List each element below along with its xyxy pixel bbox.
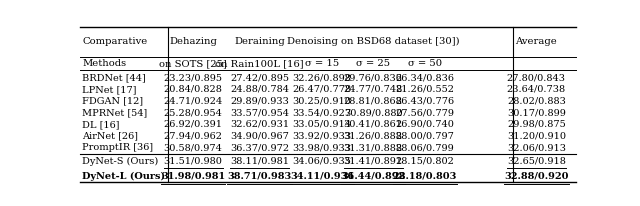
Text: 21.26/0.552: 21.26/0.552 [396, 85, 454, 94]
Text: 31.51/0.980: 31.51/0.980 [164, 157, 223, 166]
Text: on Rain100L [16]: on Rain100L [16] [215, 59, 304, 68]
Text: 31.44/0.892: 31.44/0.892 [341, 172, 405, 181]
Text: 34.06/0.935: 34.06/0.935 [292, 157, 351, 166]
Text: σ = 50: σ = 50 [408, 59, 442, 68]
Text: 34.90/0.967: 34.90/0.967 [230, 131, 289, 140]
Text: 31.31/0.888: 31.31/0.888 [344, 143, 403, 152]
Text: on SOTS [25]: on SOTS [25] [159, 59, 227, 68]
Text: 29.89/0.933: 29.89/0.933 [230, 97, 289, 106]
Text: 27.42/0.895: 27.42/0.895 [230, 73, 289, 82]
Text: 23.23/0.895: 23.23/0.895 [164, 73, 223, 82]
Text: 32.65/0.918: 32.65/0.918 [507, 157, 566, 166]
Text: 24.88/0.784: 24.88/0.784 [230, 85, 289, 94]
Text: 28.81/0.868: 28.81/0.868 [344, 97, 403, 106]
Text: Dehazing: Dehazing [169, 37, 217, 46]
Text: FDGAN [12]: FDGAN [12] [83, 97, 143, 106]
Text: σ = 25: σ = 25 [356, 59, 390, 68]
Text: 28.18/0.803: 28.18/0.803 [392, 172, 457, 181]
Text: 25.28/0.954: 25.28/0.954 [164, 108, 223, 117]
Text: 27.56/0.779: 27.56/0.779 [396, 108, 454, 117]
Text: PromptIR [36]: PromptIR [36] [83, 143, 154, 152]
Text: 30.25/0.910: 30.25/0.910 [292, 97, 351, 106]
Text: 31.98/0.981: 31.98/0.981 [161, 172, 225, 181]
Text: LPNet [17]: LPNet [17] [83, 85, 137, 94]
Text: 26.47/0.778: 26.47/0.778 [292, 85, 351, 94]
Text: 28.06/0.799: 28.06/0.799 [396, 143, 454, 152]
Text: 33.57/0.954: 33.57/0.954 [230, 108, 289, 117]
Text: 26.92/0.391: 26.92/0.391 [164, 120, 223, 129]
Text: 38.71/0.983: 38.71/0.983 [227, 172, 292, 181]
Text: 24.77/0.748: 24.77/0.748 [344, 85, 403, 94]
Text: 32.88/0.920: 32.88/0.920 [504, 172, 568, 181]
Text: 27.80/0.843: 27.80/0.843 [507, 73, 566, 82]
Text: 30.89/0.880: 30.89/0.880 [344, 108, 403, 117]
Text: 34.11/0.936: 34.11/0.936 [290, 172, 354, 181]
Text: 27.94/0.962: 27.94/0.962 [164, 131, 223, 140]
Text: 30.58/0.974: 30.58/0.974 [164, 143, 223, 152]
Text: 33.54/0.927: 33.54/0.927 [292, 108, 351, 117]
Text: 28.15/0.802: 28.15/0.802 [396, 157, 454, 166]
Text: 23.64/0.738: 23.64/0.738 [507, 85, 566, 94]
Text: 29.76/0.836: 29.76/0.836 [344, 73, 403, 82]
Text: Deraining: Deraining [234, 37, 285, 46]
Text: DyNet-L (Ours): DyNet-L (Ours) [83, 172, 166, 181]
Text: 31.20/0.910: 31.20/0.910 [507, 131, 566, 140]
Text: 32.06/0.913: 32.06/0.913 [507, 143, 566, 152]
Text: Comparative: Comparative [83, 37, 148, 46]
Text: 36.37/0.972: 36.37/0.972 [230, 143, 289, 152]
Text: 26.90/0.740: 26.90/0.740 [396, 120, 454, 129]
Text: 24.71/0.924: 24.71/0.924 [163, 97, 223, 106]
Text: 32.26/0.898: 32.26/0.898 [292, 73, 351, 82]
Text: 26.43/0.776: 26.43/0.776 [395, 97, 454, 106]
Text: 26.34/0.836: 26.34/0.836 [396, 73, 454, 82]
Text: 33.98/0.933: 33.98/0.933 [292, 143, 351, 152]
Text: DL [16]: DL [16] [83, 120, 120, 129]
Text: 30.17/0.899: 30.17/0.899 [507, 108, 566, 117]
Text: 20.84/0.828: 20.84/0.828 [164, 85, 223, 94]
Text: 32.62/0.931: 32.62/0.931 [230, 120, 289, 129]
Text: σ = 15: σ = 15 [305, 59, 339, 68]
Text: 33.05/0.914: 33.05/0.914 [292, 120, 351, 129]
Text: 28.00/0.797: 28.00/0.797 [396, 131, 454, 140]
Text: Average: Average [515, 37, 557, 46]
Text: Denoising on BSD68 dataset [30]): Denoising on BSD68 dataset [30]) [287, 37, 460, 46]
Text: 31.41/0.891: 31.41/0.891 [344, 157, 403, 166]
Text: 38.11/0.981: 38.11/0.981 [230, 157, 289, 166]
Text: 33.92/0.933: 33.92/0.933 [292, 131, 351, 140]
Text: 28.02/0.883: 28.02/0.883 [507, 97, 566, 106]
Text: BRDNet [44]: BRDNet [44] [83, 73, 146, 82]
Text: 30.41/0.861: 30.41/0.861 [344, 120, 403, 129]
Text: AirNet [26]: AirNet [26] [83, 131, 138, 140]
Text: 31.26/0.888: 31.26/0.888 [344, 131, 403, 140]
Text: 29.98/0.875: 29.98/0.875 [507, 120, 566, 129]
Text: MPRNet [54]: MPRNet [54] [83, 108, 148, 117]
Text: Methods: Methods [83, 59, 127, 68]
Text: DyNet-S (Ours): DyNet-S (Ours) [83, 157, 159, 166]
